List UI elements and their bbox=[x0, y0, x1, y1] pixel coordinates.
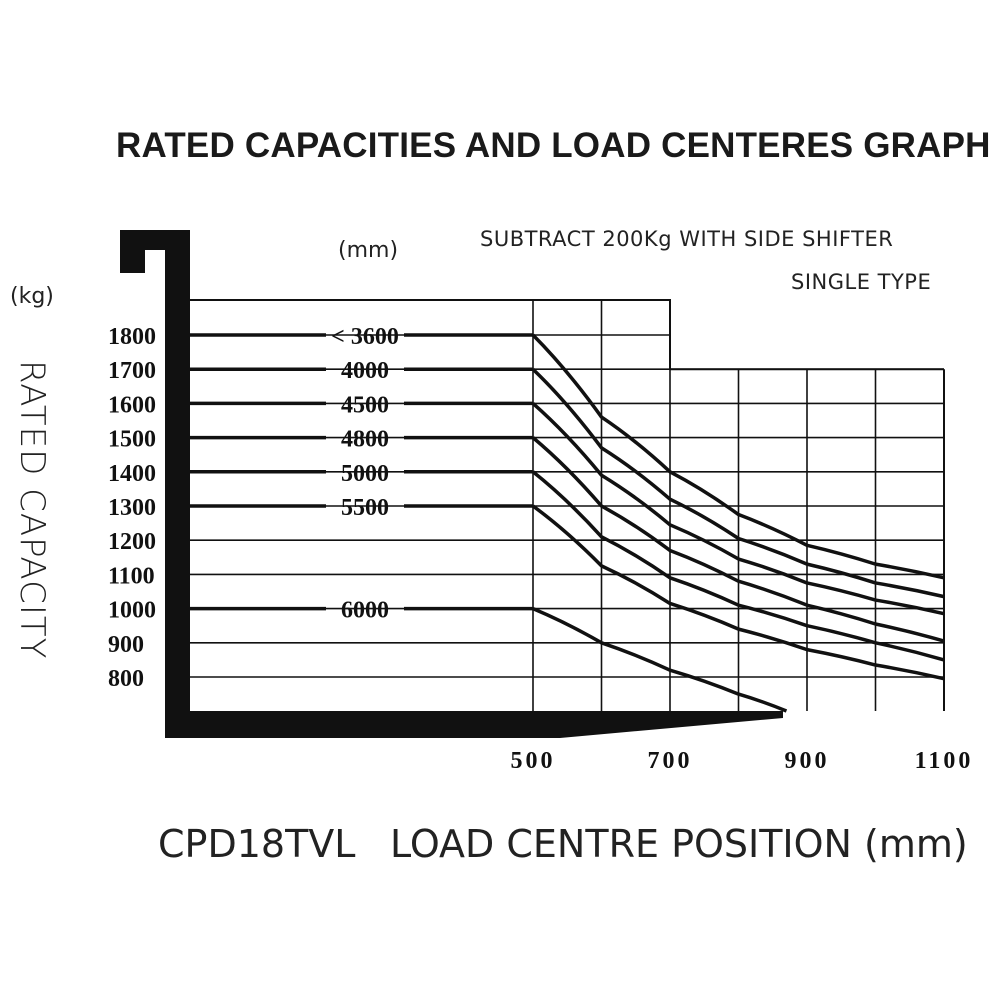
y-tick-label: 1300 bbox=[108, 495, 156, 521]
capacity-curve bbox=[531, 504, 945, 681]
chart-title: RATED CAPACITIES AND LOAD CENTERES GRAPH bbox=[116, 126, 991, 165]
curve-label: 4500 bbox=[341, 392, 389, 418]
capacity-curve bbox=[531, 367, 945, 599]
capacity-curve bbox=[531, 436, 945, 643]
capacity-unit: (kg) bbox=[10, 284, 54, 309]
y-tick-label: 900 bbox=[108, 632, 144, 658]
capacity-curve bbox=[531, 333, 945, 580]
y-tick-label: 1800 bbox=[108, 324, 156, 350]
forklift-frame bbox=[120, 230, 783, 738]
y-tick-labels: 1800 1700 1600 1500 1400 1300 1200 1100 1000 900 8… bbox=[108, 324, 156, 692]
y-tick-label: 1200 bbox=[108, 529, 156, 555]
curve-label: < 3600 bbox=[331, 324, 399, 350]
x-tick-label: 1100 bbox=[915, 748, 974, 774]
y-tick-label: 1500 bbox=[108, 427, 156, 453]
y-tick-label: 1400 bbox=[108, 461, 156, 487]
x-tick-label: 500 bbox=[511, 748, 556, 774]
x-tick-labels: 500 700 900 1100 bbox=[511, 748, 974, 774]
curve-label: 6000 bbox=[341, 598, 389, 624]
y-tick-label: 1700 bbox=[108, 358, 156, 384]
x-tick-label: 900 bbox=[785, 748, 830, 774]
capacity-curve bbox=[531, 402, 945, 616]
mast-height-unit: (mm) bbox=[338, 238, 399, 263]
curve-labels: < 3600 4000 4500 4800 5000 5500 6000 bbox=[331, 324, 399, 624]
capacity-curves bbox=[190, 333, 945, 713]
y-tick-label: 1000 bbox=[108, 598, 156, 624]
curve-label: 5500 bbox=[341, 495, 389, 521]
side-shifter-note: SUBTRACT 200Kg WITH SIDE SHIFTER bbox=[480, 227, 894, 251]
model-name: CPD18TVL bbox=[158, 822, 356, 866]
mast-bar bbox=[165, 250, 190, 738]
y-tick-label: 1100 bbox=[108, 563, 155, 589]
y-tick-label: 1600 bbox=[108, 392, 156, 418]
x-tick-label: 700 bbox=[648, 748, 693, 774]
x-axis-title: LOAD CENTRE POSITION (mm) bbox=[390, 822, 968, 866]
curve-label: 4000 bbox=[341, 358, 389, 384]
capacity-curve bbox=[531, 470, 945, 662]
curve-label: 5000 bbox=[341, 461, 389, 487]
capacity-curve bbox=[532, 606, 788, 713]
curve-label: 4800 bbox=[341, 427, 389, 453]
y-tick-label: 800 bbox=[108, 666, 144, 692]
single-type-note: SINGLE TYPE bbox=[791, 270, 932, 294]
fork-bar bbox=[165, 711, 783, 738]
